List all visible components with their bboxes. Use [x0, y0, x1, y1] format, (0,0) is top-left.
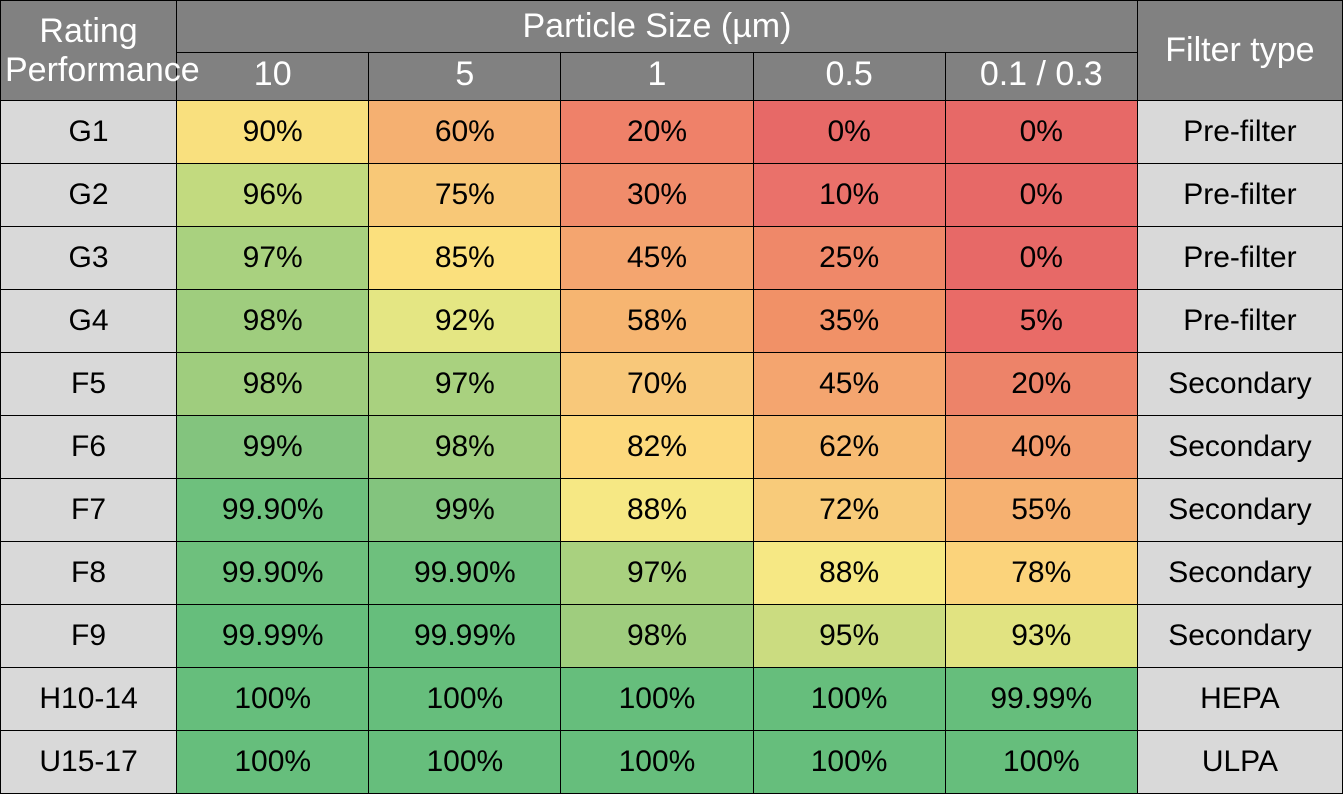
efficiency-cell: 100%: [753, 731, 945, 794]
rating-cell: U15-17: [1, 731, 177, 794]
efficiency-cell: 72%: [753, 479, 945, 542]
efficiency-cell: 99%: [369, 479, 561, 542]
rating-label-line1: RatingPerformance: [5, 12, 200, 89]
efficiency-cell: 99.90%: [177, 479, 369, 542]
efficiency-cell: 90%: [177, 101, 369, 164]
efficiency-cell: 92%: [369, 290, 561, 353]
rating-cell: F9: [1, 605, 177, 668]
efficiency-cell: 100%: [369, 668, 561, 731]
filter-type-cell: Pre-filter: [1137, 227, 1342, 290]
filter-type-cell: Pre-filter: [1137, 164, 1342, 227]
efficiency-cell: 25%: [753, 227, 945, 290]
filter-type-cell: Secondary: [1137, 542, 1342, 605]
efficiency-cell: 99%: [177, 416, 369, 479]
efficiency-cell: 88%: [753, 542, 945, 605]
rating-cell: G3: [1, 227, 177, 290]
efficiency-cell: 98%: [561, 605, 753, 668]
table-row: F799.90%99%88%72%55%Secondary: [1, 479, 1343, 542]
rating-cell: G4: [1, 290, 177, 353]
efficiency-cell: 100%: [561, 668, 753, 731]
efficiency-cell: 58%: [561, 290, 753, 353]
rating-cell: F6: [1, 416, 177, 479]
efficiency-cell: 0%: [945, 101, 1137, 164]
col-header-size-05: 0.5: [753, 53, 945, 101]
table-row: U15-17100%100%100%100%100%ULPA: [1, 731, 1343, 794]
efficiency-cell: 99.99%: [369, 605, 561, 668]
efficiency-cell: 55%: [945, 479, 1137, 542]
efficiency-cell: 99.99%: [945, 668, 1137, 731]
efficiency-cell: 98%: [177, 353, 369, 416]
efficiency-cell: 70%: [561, 353, 753, 416]
table-row: F699%98%82%62%40%Secondary: [1, 416, 1343, 479]
efficiency-cell: 98%: [177, 290, 369, 353]
table-row: G498%92%58%35%5%Pre-filter: [1, 290, 1343, 353]
col-header-size-01: 0.1 / 0.3: [945, 53, 1137, 101]
efficiency-cell: 0%: [945, 164, 1137, 227]
filter-type-cell: Pre-filter: [1137, 290, 1342, 353]
efficiency-cell: 35%: [753, 290, 945, 353]
efficiency-cell: 75%: [369, 164, 561, 227]
efficiency-cell: 100%: [177, 731, 369, 794]
filter-type-cell: Secondary: [1137, 353, 1342, 416]
efficiency-cell: 97%: [561, 542, 753, 605]
efficiency-cell: 97%: [177, 227, 369, 290]
filter-type-cell: Pre-filter: [1137, 101, 1342, 164]
col-header-rating: RatingPerformance: [1, 1, 177, 101]
table-row: F999.99%99.99%98%95%93%Secondary: [1, 605, 1343, 668]
efficiency-cell: 95%: [753, 605, 945, 668]
table-row: G397%85%45%25%0%Pre-filter: [1, 227, 1343, 290]
efficiency-cell: 78%: [945, 542, 1137, 605]
efficiency-cell: 100%: [945, 731, 1137, 794]
efficiency-cell: 100%: [753, 668, 945, 731]
rating-cell: G1: [1, 101, 177, 164]
efficiency-cell: 62%: [753, 416, 945, 479]
efficiency-cell: 96%: [177, 164, 369, 227]
table-body: G190%60%20%0%0%Pre-filterG296%75%30%10%0…: [1, 101, 1343, 794]
efficiency-cell: 45%: [753, 353, 945, 416]
filter-type-cell: ULPA: [1137, 731, 1342, 794]
rating-cell: H10-14: [1, 668, 177, 731]
efficiency-cell: 99.90%: [369, 542, 561, 605]
efficiency-cell: 85%: [369, 227, 561, 290]
table-row: G296%75%30%10%0%Pre-filter: [1, 164, 1343, 227]
col-header-filter-type: Filter type: [1137, 1, 1342, 101]
efficiency-cell: 100%: [369, 731, 561, 794]
filter-type-cell: Secondary: [1137, 479, 1342, 542]
efficiency-cell: 45%: [561, 227, 753, 290]
efficiency-cell: 88%: [561, 479, 753, 542]
col-header-size-10: 10: [177, 53, 369, 101]
efficiency-cell: 100%: [561, 731, 753, 794]
filter-efficiency-table: RatingPerformance Particle Size (µm) Fil…: [0, 0, 1343, 794]
efficiency-cell: 20%: [561, 101, 753, 164]
table-row: G190%60%20%0%0%Pre-filter: [1, 101, 1343, 164]
col-header-size-5: 5: [369, 53, 561, 101]
efficiency-cell: 10%: [753, 164, 945, 227]
efficiency-cell: 98%: [369, 416, 561, 479]
efficiency-cell: 40%: [945, 416, 1137, 479]
efficiency-cell: 30%: [561, 164, 753, 227]
efficiency-cell: 99.99%: [177, 605, 369, 668]
table-row: F899.90%99.90%97%88%78%Secondary: [1, 542, 1343, 605]
rating-cell: F5: [1, 353, 177, 416]
table-row: F598%97%70%45%20%Secondary: [1, 353, 1343, 416]
rating-cell: G2: [1, 164, 177, 227]
efficiency-cell: 5%: [945, 290, 1137, 353]
efficiency-cell: 82%: [561, 416, 753, 479]
efficiency-cell: 99.90%: [177, 542, 369, 605]
filter-type-cell: Secondary: [1137, 416, 1342, 479]
efficiency-cell: 60%: [369, 101, 561, 164]
efficiency-cell: 93%: [945, 605, 1137, 668]
col-header-particle-size: Particle Size (µm): [177, 1, 1138, 53]
efficiency-cell: 100%: [177, 668, 369, 731]
rating-cell: F8: [1, 542, 177, 605]
col-header-size-1: 1: [561, 53, 753, 101]
efficiency-cell: 0%: [753, 101, 945, 164]
filter-type-cell: HEPA: [1137, 668, 1342, 731]
rating-cell: F7: [1, 479, 177, 542]
efficiency-cell: 20%: [945, 353, 1137, 416]
filter-type-cell: Secondary: [1137, 605, 1342, 668]
efficiency-cell: 0%: [945, 227, 1137, 290]
efficiency-cell: 97%: [369, 353, 561, 416]
table-row: H10-14100%100%100%100%99.99%HEPA: [1, 668, 1343, 731]
